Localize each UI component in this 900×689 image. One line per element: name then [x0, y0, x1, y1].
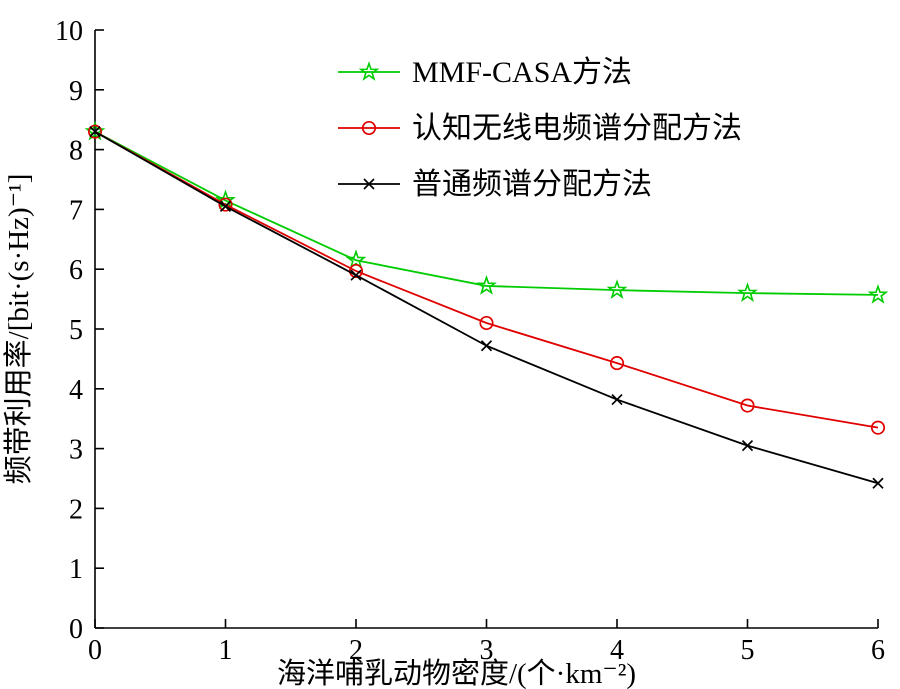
star-marker-icon [476, 275, 497, 295]
x-marker-icon [350, 269, 362, 281]
series-line-0 [94, 130, 879, 296]
circle-marker-icon [87, 124, 103, 139]
y-tick-label: 8 [69, 136, 83, 167]
series-line-1 [94, 130, 879, 429]
circle-marker-icon [479, 315, 494, 331]
x-tick-label: 4 [610, 635, 624, 666]
circle-marker-icon [218, 197, 233, 212]
y-tick-label: 6 [69, 255, 83, 286]
star-marker-icon [867, 283, 889, 304]
x-axis-title: 海洋哺乳动物密度/(个·km⁻²) [277, 657, 636, 689]
y-tick-label: 2 [69, 494, 83, 525]
x-tick-label: 6 [871, 635, 885, 666]
circle-marker-icon [609, 356, 625, 371]
legend-item-1: 认知无线电频谱分配方法 [338, 112, 742, 145]
x-marker-icon [872, 477, 884, 489]
legend-item-0: MMF-CASA方法 [338, 56, 632, 89]
star-marker-icon [345, 249, 367, 270]
x-tick-label: 1 [219, 635, 233, 666]
x-marker-icon [219, 200, 232, 213]
y-tick-label: 5 [69, 315, 83, 346]
star-marker-icon [737, 282, 758, 302]
y-tick-label: 1 [69, 554, 83, 585]
x-tick-label: 0 [88, 635, 102, 666]
x-tick-label: 2 [349, 635, 363, 666]
x-marker-icon [611, 393, 623, 406]
legend-label: MMF-CASA方法 [412, 56, 632, 89]
y-tick-label: 7 [69, 195, 83, 226]
x-marker-icon [363, 178, 375, 190]
star-marker-icon [358, 61, 380, 81]
y-tick-label: 0 [69, 614, 83, 645]
series-2 [89, 126, 884, 489]
x-marker-icon [480, 340, 493, 352]
legend-label: 普通频谱分配方法 [412, 168, 652, 201]
x-marker-icon [741, 440, 754, 452]
x-marker-icon [89, 126, 101, 138]
y-tick-label: 3 [69, 435, 83, 466]
circle-marker-icon [870, 420, 886, 435]
series-1 [87, 124, 886, 435]
y-tick-label: 10 [55, 16, 83, 47]
circle-marker-icon [361, 120, 377, 136]
x-tick-label: 3 [480, 635, 494, 666]
star-marker-icon [606, 279, 628, 299]
series-0 [84, 120, 889, 304]
x-tick-label: 5 [741, 635, 755, 666]
legend-label: 认知无线电频谱分配方法 [412, 112, 742, 145]
y-axis-title: 频带利用率/[bit·(s·Hz)⁻¹] [2, 174, 35, 485]
y-tick-label: 9 [69, 76, 83, 107]
axes: 0 1 2 3 4 5 6 0 1 2 3 4 5 6 7 8 9 10 [55, 16, 885, 666]
legend-item-2: 普通频谱分配方法 [338, 168, 652, 201]
y-tick-label: 4 [69, 375, 83, 406]
circle-marker-icon [740, 398, 755, 413]
